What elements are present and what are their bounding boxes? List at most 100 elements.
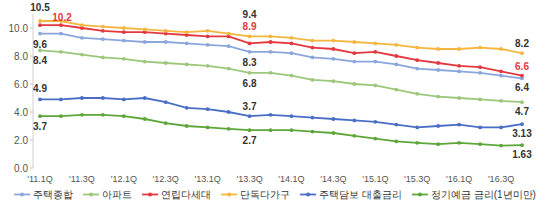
point: [101, 96, 105, 100]
point: [373, 60, 377, 64]
data-label: 4.9: [33, 83, 47, 94]
point: [206, 43, 210, 47]
point: [352, 60, 356, 64]
series-line: [40, 50, 522, 102]
point: [290, 36, 294, 40]
x-tick-label: '14.1Q: [278, 174, 304, 184]
point: [290, 114, 294, 118]
point: [436, 68, 440, 72]
point: [499, 126, 503, 130]
data-label: 3.7: [243, 101, 257, 112]
point: [290, 74, 294, 78]
data-label: 3.13: [512, 128, 532, 139]
point: [331, 39, 335, 43]
data-label: 6.6: [515, 61, 529, 72]
point: [101, 29, 105, 33]
legend-label: 주택담보 대출금리: [319, 189, 402, 200]
point: [436, 95, 440, 99]
point: [122, 39, 126, 43]
legend-item: 아파트: [83, 189, 132, 200]
point: [59, 114, 63, 118]
x-tick-label: '13.3Q: [236, 174, 262, 184]
point: [436, 124, 440, 128]
point: [143, 28, 147, 32]
data-label: 6.4: [515, 82, 529, 93]
point: [227, 127, 231, 131]
point: [122, 57, 126, 61]
point: [143, 60, 147, 64]
series-line: [40, 21, 522, 53]
point: [331, 47, 335, 51]
point: [227, 32, 231, 36]
point: [206, 35, 210, 39]
x-tick-label: '15.3Q: [404, 174, 430, 184]
data-label: 9.4: [243, 9, 257, 20]
point: [520, 100, 524, 104]
x-tick-label: '12.3Q: [153, 174, 179, 184]
point: [311, 46, 315, 50]
point: [457, 141, 461, 145]
point: [185, 30, 189, 34]
y-tick-label: 10.0: [9, 23, 29, 34]
point: [415, 58, 419, 62]
point: [143, 96, 147, 100]
data-label: 8.2: [515, 38, 529, 49]
point: [499, 144, 503, 148]
point: [80, 113, 84, 117]
y-tick: [30, 140, 33, 141]
point: [143, 40, 147, 44]
point: [38, 98, 42, 102]
y-tick-label: 6.0: [14, 79, 28, 90]
data-label: 1.63: [512, 149, 532, 160]
point: [164, 29, 168, 33]
x-tick-label: '14.3Q: [320, 174, 346, 184]
point: [352, 134, 356, 138]
point: [248, 71, 252, 75]
point: [122, 98, 126, 102]
point: [478, 71, 482, 75]
point: [164, 40, 168, 44]
legend-marker: [20, 193, 24, 197]
data-label: 3.7: [33, 121, 47, 132]
point: [311, 56, 315, 60]
point: [415, 126, 419, 130]
legend-item: 연립다세대: [142, 189, 211, 200]
data-label: 8.3: [243, 57, 257, 68]
point: [436, 61, 440, 65]
x-tick-label: '11.3Q: [69, 174, 95, 184]
y-tick-label: 4.0: [14, 107, 28, 118]
point: [80, 53, 84, 57]
point: [457, 70, 461, 74]
point: [373, 137, 377, 141]
point: [206, 64, 210, 68]
legend-item: 주택종합: [14, 189, 73, 200]
point: [227, 67, 231, 71]
point: [373, 50, 377, 54]
point: [457, 96, 461, 100]
series-line: [40, 98, 522, 127]
point: [373, 120, 377, 124]
data-label: 8.9: [243, 21, 257, 32]
x-tick-label: '13.1Q: [195, 174, 221, 184]
data-label: 8.4: [33, 55, 47, 66]
point: [122, 30, 126, 34]
point: [101, 113, 105, 117]
legend-marker: [89, 193, 93, 197]
legend-marker: [306, 193, 310, 197]
x-tick-label: '16.1Q: [446, 174, 472, 184]
x-tick-label: '15.1Q: [362, 174, 388, 184]
chart: 0.02.04.06.08.010.0'11.1Q'11.3Q'12.1Q'12…: [0, 0, 550, 206]
point: [311, 39, 315, 43]
point: [394, 63, 398, 67]
point: [352, 119, 356, 123]
data-label: 2.7: [243, 135, 257, 146]
y-tick-label: 8.0: [14, 51, 28, 62]
point: [80, 36, 84, 40]
point: [478, 98, 482, 102]
point: [269, 50, 273, 54]
point: [478, 126, 482, 130]
data-label: 6.8: [243, 78, 257, 89]
x-tick-label: '11.1Q: [27, 174, 53, 184]
point: [352, 51, 356, 55]
point: [185, 106, 189, 110]
